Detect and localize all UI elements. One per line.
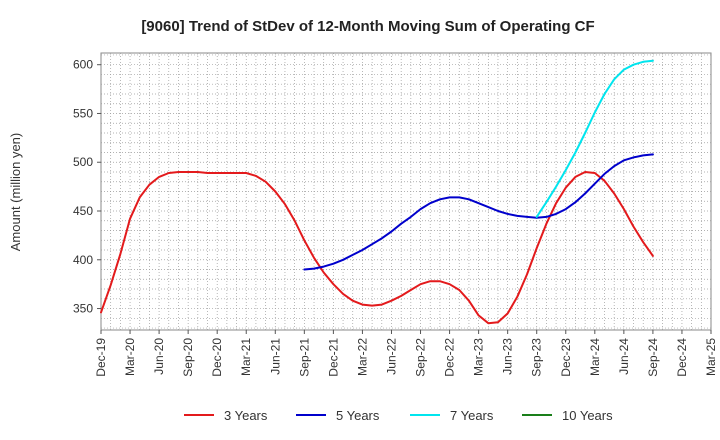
series-lines <box>100 59 654 325</box>
plot-area <box>100 52 712 331</box>
legend-label: 10 Years <box>562 408 613 423</box>
y-tick-label: 450 <box>73 204 93 218</box>
series-line-3-years <box>100 171 654 325</box>
grid <box>101 53 711 330</box>
legend-label: 3 Years <box>224 408 268 423</box>
x-tick-label: Sep-23 <box>530 338 544 377</box>
y-tick-label: 350 <box>73 302 93 316</box>
x-tick-label: Mar-22 <box>355 338 369 376</box>
x-tick-label: Mar-24 <box>588 338 602 376</box>
x-tick-label: Jun-21 <box>268 338 282 375</box>
x-tick-label: Sep-21 <box>297 338 311 377</box>
legend-label: 5 Years <box>336 408 380 423</box>
x-tick-label: Dec-22 <box>443 338 457 377</box>
legend: 3 Years 5 Years 7 Years 10 Years <box>184 408 613 423</box>
chart-title: [9060] Trend of StDev of 12-Month Moving… <box>141 18 594 35</box>
x-tick-label: Mar-21 <box>239 338 253 376</box>
x-tick-label: Mar-23 <box>472 338 486 376</box>
x-tick-label: Jun-24 <box>617 338 631 375</box>
x-tick-label: Jun-23 <box>501 338 515 375</box>
x-tick-label: Sep-24 <box>646 338 660 377</box>
x-axis-ticks: Dec-19 Mar-20 Jun-20 Sep-20 Dec-20 Mar-21 Jun-… <box>94 330 718 377</box>
series-line-7-years <box>535 59 654 218</box>
x-tick-label: Dec-20 <box>210 338 224 377</box>
x-tick-label: Dec-23 <box>559 338 573 377</box>
series-line-5-years <box>303 153 654 271</box>
y-axis-label: Amount (million yen) <box>8 133 23 252</box>
x-tick-label: Mar-25 <box>704 338 718 376</box>
y-axis-ticks: 350 400 450 500 550 600 <box>73 58 101 316</box>
x-tick-label: Dec-21 <box>326 338 340 377</box>
y-tick-label: 600 <box>73 58 93 72</box>
y-tick-label: 400 <box>73 253 93 267</box>
x-tick-label: Dec-24 <box>675 338 689 377</box>
y-tick-label: 550 <box>73 106 93 120</box>
x-tick-label: Jun-22 <box>384 338 398 375</box>
y-tick-label: 500 <box>73 155 93 169</box>
x-tick-label: Mar-20 <box>123 338 137 376</box>
legend-label: 7 Years <box>450 408 494 423</box>
x-tick-label: Jun-20 <box>152 338 166 375</box>
x-tick-label: Sep-22 <box>414 338 428 377</box>
x-tick-label: Sep-20 <box>181 338 195 377</box>
x-tick-label: Dec-19 <box>94 338 108 377</box>
